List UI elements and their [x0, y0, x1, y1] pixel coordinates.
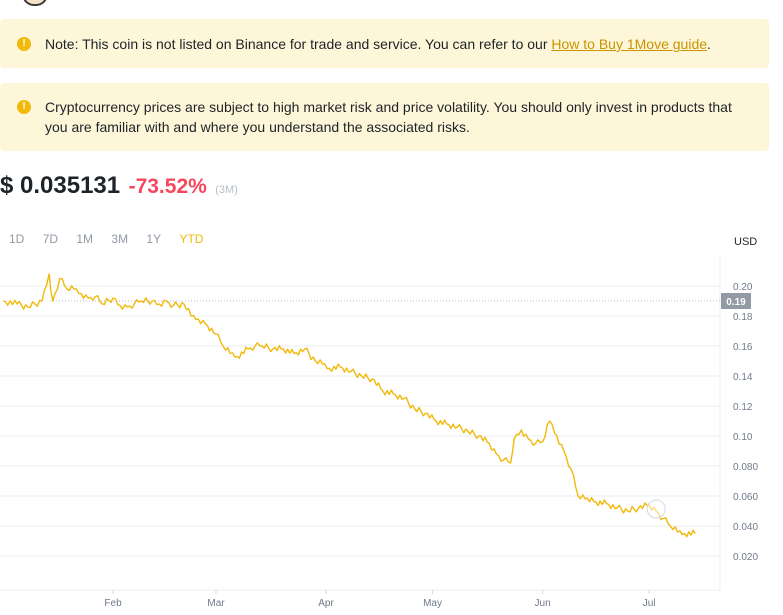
- y-tick-label: 0.18: [733, 312, 753, 323]
- x-tick-label: May: [423, 598, 442, 609]
- price-series-line: [2, 273, 696, 538]
- y-tick-label: 0.060: [733, 492, 758, 503]
- y-tick-label: 0.080: [733, 462, 758, 473]
- how-to-buy-link[interactable]: How to Buy 1Move guide: [551, 36, 708, 52]
- y-tick-label: 0.16: [733, 342, 753, 353]
- warning-circle-icon: !: [17, 100, 31, 114]
- tab-3m[interactable]: 3M: [111, 232, 129, 246]
- warning-circle-icon: !: [17, 37, 31, 51]
- tab-1d[interactable]: 1D: [9, 232, 25, 246]
- tab-7d[interactable]: 7D: [42, 232, 59, 246]
- y-tick-label: 0.12: [733, 402, 753, 413]
- range-tabs: 1D 7D 1M 3M 1Y YTD: [9, 232, 218, 246]
- x-tick-label: Apr: [318, 598, 334, 609]
- y-tick-label: 0.14: [733, 372, 753, 383]
- watermark-logo: [646, 499, 666, 519]
- listing-notice: ! Note: This coin is not listed on Binan…: [0, 19, 769, 68]
- y-tick-label: 0.020: [733, 552, 758, 563]
- x-tick-label: Jun: [535, 598, 551, 609]
- listing-notice-tail: .: [707, 36, 711, 52]
- current-price-label: 0.19: [726, 297, 746, 308]
- price-change: -73.52%: [128, 175, 207, 198]
- y-tick-label: 0.040: [733, 522, 758, 533]
- y-tick-label: 0.10: [733, 432, 753, 443]
- listing-notice-text: Note: This coin is not listed on Binance…: [45, 36, 552, 52]
- tab-1m[interactable]: 1M: [76, 232, 94, 246]
- tab-ytd[interactable]: YTD: [179, 232, 204, 246]
- price-row: $ 0.035131 -73.52% (3M): [0, 172, 238, 200]
- price-value: $ 0.035131: [0, 172, 121, 199]
- x-tick-label: Jul: [643, 598, 656, 609]
- price-period: (3M): [215, 184, 238, 196]
- x-tick-label: Feb: [104, 598, 122, 609]
- tab-1y[interactable]: 1Y: [146, 232, 162, 246]
- current-price-marker: [721, 293, 751, 309]
- risk-notice: ! Cryptocurrency prices are subject to h…: [0, 83, 769, 151]
- x-tick-label: Mar: [207, 598, 225, 609]
- risk-notice-text: Cryptocurrency prices are subject to hig…: [45, 99, 732, 135]
- y-tick-label: 0.20: [733, 282, 753, 293]
- currency-label: USD: [734, 236, 758, 248]
